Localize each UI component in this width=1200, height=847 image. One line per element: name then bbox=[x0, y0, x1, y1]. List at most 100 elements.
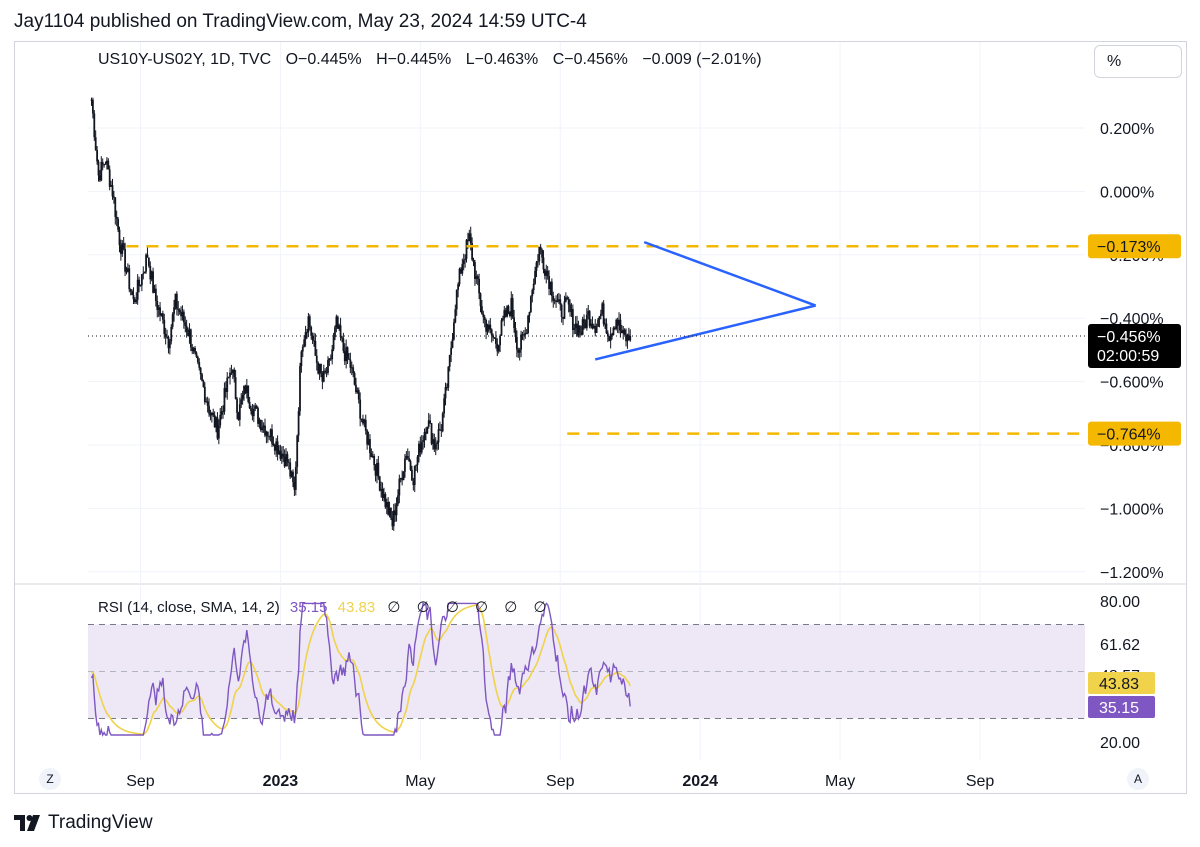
y-tick-label: −0.600% bbox=[1100, 375, 1164, 392]
candle-body bbox=[105, 160, 108, 164]
candle-body bbox=[294, 467, 297, 490]
candle-body bbox=[563, 301, 566, 319]
candle-body bbox=[412, 480, 415, 486]
candle-body bbox=[434, 444, 437, 450]
candle-body bbox=[173, 307, 175, 315]
symbol-name[interactable]: US10Y-US02Y, 1D, TVC bbox=[98, 51, 272, 68]
candle-body bbox=[430, 423, 433, 444]
candle-body bbox=[560, 304, 563, 317]
candle-body bbox=[261, 427, 264, 431]
candle-body bbox=[362, 418, 364, 424]
candle-body bbox=[399, 477, 402, 479]
candle-body bbox=[96, 149, 98, 162]
candle-body bbox=[213, 415, 216, 428]
candle-body bbox=[149, 265, 152, 280]
candle-body bbox=[415, 464, 418, 466]
ohlc-high: H−0.445% bbox=[376, 51, 452, 68]
candle-body bbox=[475, 276, 478, 279]
candle-body bbox=[619, 319, 622, 331]
candle-body bbox=[143, 271, 146, 274]
candle-body bbox=[489, 324, 492, 330]
candle-body bbox=[525, 333, 528, 335]
chart-frame bbox=[14, 41, 1187, 794]
candle-body bbox=[548, 275, 550, 289]
candle-body bbox=[252, 408, 255, 417]
candle-body bbox=[482, 313, 485, 318]
x-tick-label: May bbox=[405, 773, 435, 790]
candle-body bbox=[597, 319, 599, 327]
candle-body bbox=[266, 431, 269, 437]
candle-body bbox=[539, 246, 542, 250]
candle-body bbox=[308, 316, 311, 327]
candle-body bbox=[447, 366, 450, 388]
candle-body bbox=[154, 288, 157, 302]
candle-body bbox=[566, 297, 569, 299]
auto-fit-button[interactable]: Z bbox=[39, 768, 61, 790]
candle-body bbox=[170, 326, 173, 342]
candle-body bbox=[152, 271, 154, 293]
rsi-label[interactable]: RSI (14, close, SMA, 14, 2) bbox=[98, 599, 280, 616]
candle-body bbox=[332, 337, 335, 350]
candle-body bbox=[453, 322, 455, 340]
candle-body bbox=[208, 405, 210, 414]
candle-body bbox=[224, 388, 227, 392]
candle-body bbox=[462, 260, 465, 264]
candle-body bbox=[441, 413, 444, 432]
candle-body bbox=[100, 162, 103, 181]
candle-body bbox=[528, 312, 531, 316]
candle-body bbox=[481, 306, 483, 314]
candle-body bbox=[422, 440, 425, 442]
candle-body bbox=[419, 443, 422, 453]
candle-body bbox=[369, 439, 371, 454]
candle-body bbox=[605, 323, 608, 334]
candle-body bbox=[425, 431, 427, 434]
candle-body bbox=[103, 164, 105, 166]
candle-body bbox=[342, 338, 345, 352]
candle-body bbox=[546, 270, 549, 276]
candle-body bbox=[126, 268, 129, 272]
candle-body bbox=[404, 458, 406, 472]
candle-body bbox=[588, 311, 591, 327]
y-tick-label: −0.400% bbox=[1100, 311, 1164, 328]
candle-body bbox=[538, 246, 541, 262]
rsi-sma-value: 43.83 bbox=[337, 599, 376, 616]
candle-body bbox=[359, 399, 362, 419]
auto-scale-button[interactable]: A bbox=[1127, 768, 1149, 790]
candle-body bbox=[552, 296, 555, 301]
candle-body bbox=[501, 318, 504, 321]
price-candles bbox=[90, 97, 632, 531]
candle-body bbox=[145, 254, 147, 272]
candle-body bbox=[611, 334, 613, 336]
percent-scale-button[interactable]: % bbox=[1094, 45, 1182, 78]
brand-name: TradingView bbox=[48, 812, 153, 833]
candle-body bbox=[343, 351, 346, 362]
candle-body bbox=[395, 504, 398, 516]
candle-body bbox=[257, 408, 259, 424]
candle-body bbox=[272, 443, 275, 446]
candle-body bbox=[531, 290, 534, 297]
candle-body bbox=[299, 366, 301, 412]
candle-body bbox=[608, 336, 611, 341]
candle-body bbox=[167, 336, 170, 349]
candle-body bbox=[591, 323, 594, 328]
candle-body bbox=[378, 476, 381, 491]
candle-body bbox=[622, 329, 625, 334]
candle-body bbox=[317, 362, 320, 374]
candle-body bbox=[420, 441, 423, 453]
candle-body bbox=[160, 313, 163, 316]
x-tick-label: Sep bbox=[966, 773, 995, 790]
candle-body bbox=[599, 313, 602, 317]
candle-body bbox=[444, 387, 447, 399]
candle-body bbox=[227, 376, 230, 378]
candle-body bbox=[483, 317, 486, 321]
candle-body bbox=[94, 137, 97, 150]
candle-body bbox=[107, 160, 110, 170]
candle-body bbox=[620, 330, 623, 334]
candle-body bbox=[522, 334, 525, 336]
candle-body bbox=[594, 325, 597, 333]
candle-body bbox=[198, 362, 201, 368]
candle-body bbox=[296, 435, 299, 468]
candle-body bbox=[609, 334, 612, 341]
candle-body bbox=[157, 307, 160, 310]
